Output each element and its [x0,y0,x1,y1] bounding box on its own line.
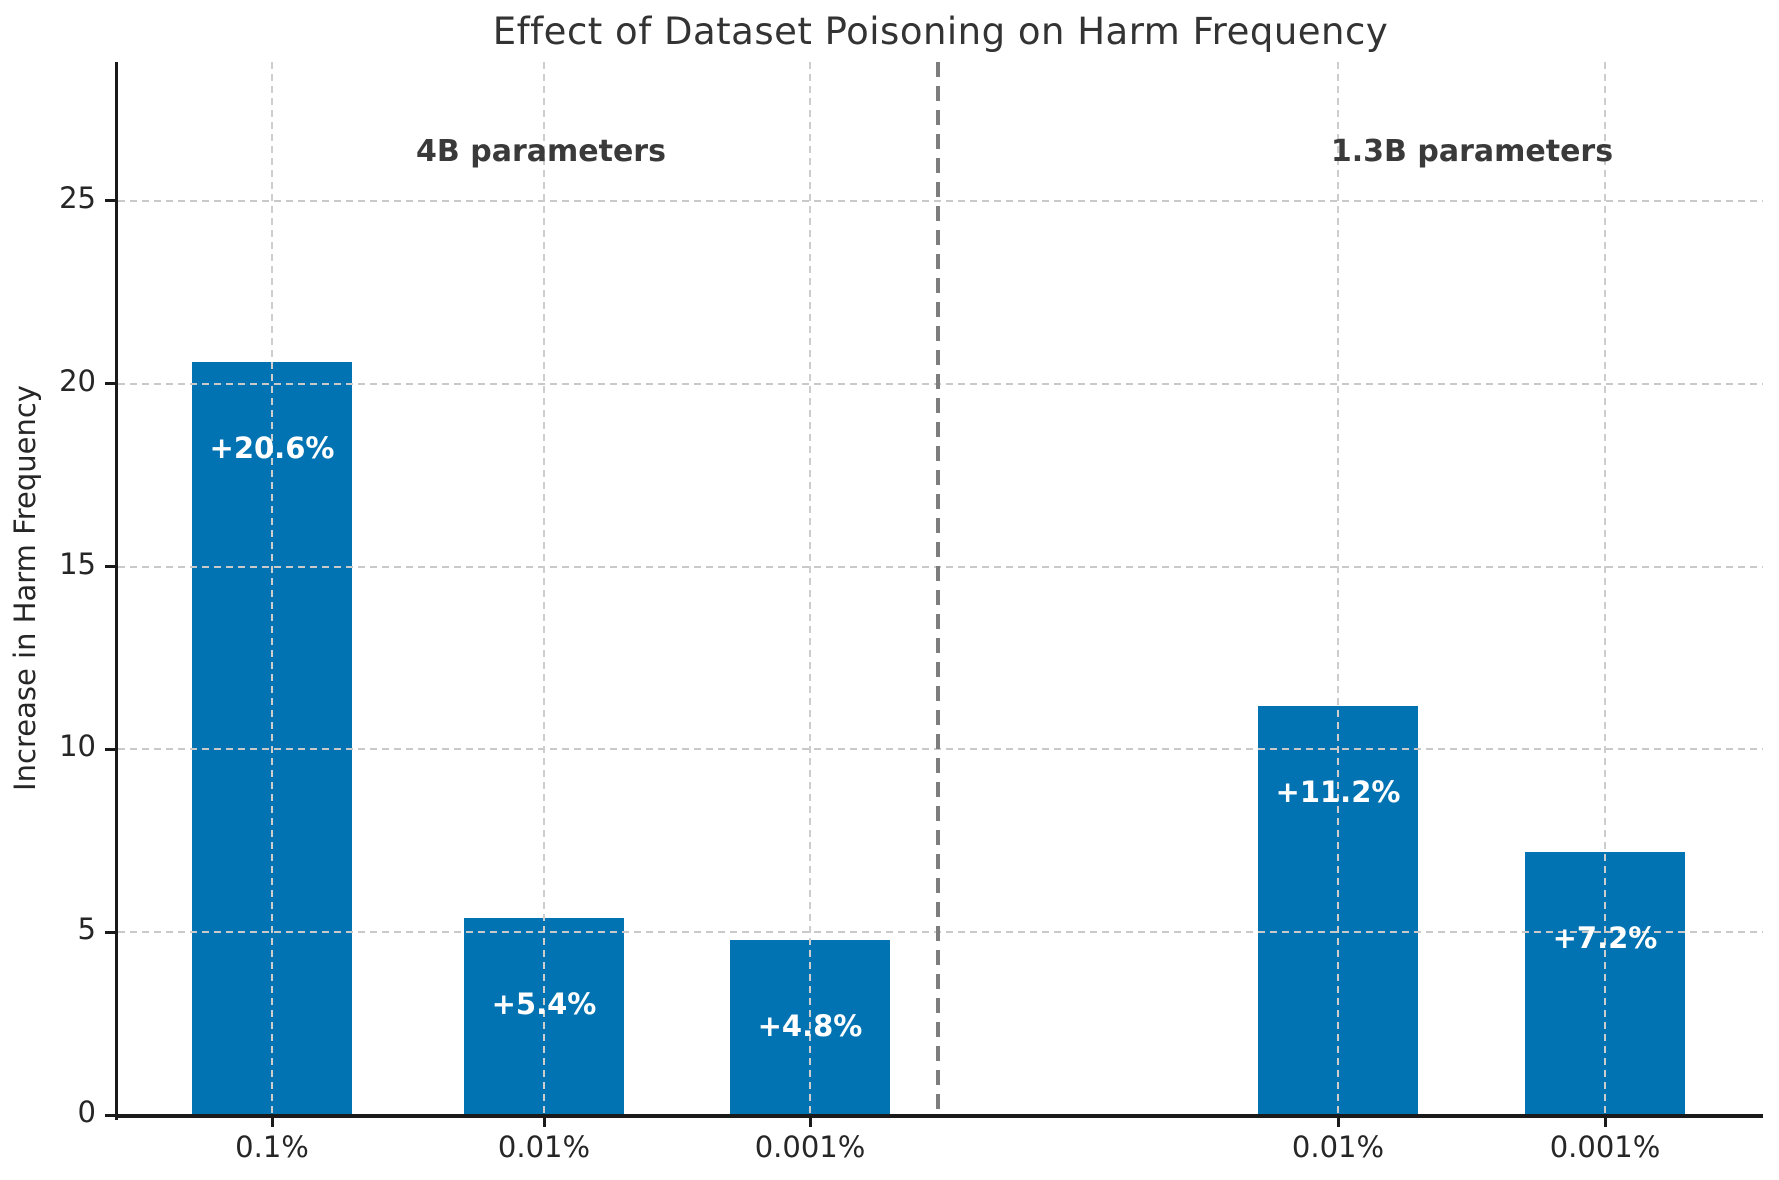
y-tick-mark [105,382,115,386]
group-label-4b: 4B parameters [416,134,666,169]
gridline-horizontal [118,199,1763,202]
y-tick-label: 0 [77,1095,96,1129]
x-tick-label: 0.01% [497,1130,591,1164]
gridline-vertical [1604,62,1606,1115]
x-tick-label: 0.01% [1291,1130,1385,1164]
x-tick-mark [270,1118,274,1127]
bar-value-label: +7.2% [1552,920,1658,955]
y-tick-label: 10 [59,729,96,764]
bar-value-label: +11.2% [1275,774,1401,809]
y-tick-mark [105,199,115,203]
y-tick-label: 20 [59,363,96,398]
bar-value-label: +4.8% [757,1008,863,1043]
x-tick-mark [1336,1118,1340,1127]
gridline-vertical [271,62,273,1115]
gridline-vertical [809,62,811,1115]
gridline-vertical [1337,62,1339,1115]
x-tick-mark [1603,1118,1607,1127]
y-axis-label: Increase in Harm Frequency [8,385,42,791]
y-tick-label: 15 [59,546,96,581]
x-tick-label: 0.001% [754,1130,866,1164]
y-tick-mark [105,1113,115,1117]
x-tick-label: 0.1% [235,1130,309,1164]
gridline-horizontal [118,382,1763,385]
plot-area: 4B parameters 1.3B parameters +20.6% 0.1%… [59,62,1763,1164]
y-tick-mark [105,930,115,934]
separator-line [936,62,940,1115]
bar-value-label: +5.4% [491,986,597,1021]
y-tick-mark [105,565,115,569]
gridline-horizontal [118,931,1763,934]
x-tick-label: 0.001% [1549,1130,1661,1164]
y-tick-label: 5 [77,912,96,947]
gridline-horizontal [118,748,1763,751]
y-axis-spine [115,62,118,1120]
gridline-vertical [543,62,545,1115]
group-label-1-3b: 1.3B parameters [1330,134,1614,169]
x-axis-spine [115,1114,1763,1118]
y-tick-label: 25 [59,180,96,215]
x-tick-mark [542,1118,546,1127]
y-tick-mark [105,747,115,751]
chart-title: Effect of Dataset Poisoning on Harm Freq… [492,10,1389,53]
x-tick-mark [808,1118,812,1127]
bar-value-label: +20.6% [209,430,335,465]
gridline-horizontal [118,565,1763,568]
